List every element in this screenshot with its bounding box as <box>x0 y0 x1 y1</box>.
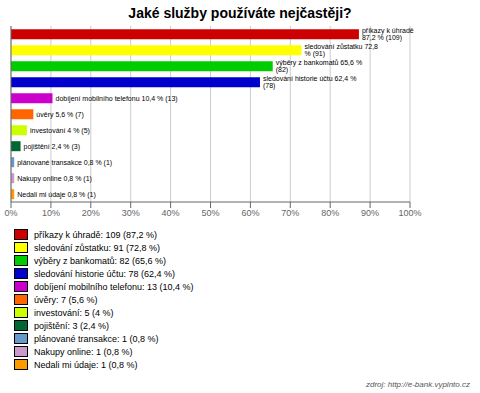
html-text:dobíjení mobilního telefonu: 1: dobíjení mobilního telefonu: 13 (10,4 %) <box>34 281 194 292</box>
svg-text:0%: 0% <box>8 208 18 218</box>
html-text:Jaké služby používáte nejčastě: Jaké služby používáte nejčastěji? <box>128 5 352 21</box>
svg-text:70%: 70% <box>281 208 299 218</box>
svg-text:60%: 60% <box>241 208 259 218</box>
svg-text:30%: 30% <box>122 208 140 218</box>
html-text:Nedali mi údaje: 1 (0,8 %): Nedali mi údaje: 1 (0,8 %) <box>34 359 138 370</box>
svg-text:80%: 80% <box>321 208 339 218</box>
html-text:zdroj: http://e-bank.vyplnto.c: zdroj: http://e-bank.vyplnto.cz <box>365 380 470 389</box>
html-text:pojištění: 3 (2,4 %): pojištění: 3 (2,4 %) <box>34 320 109 331</box>
svg-text:sledování zůstatku 72,8% (91): sledování zůstatku 72,8% (91) <box>304 43 378 58</box>
svg-text:sledování historie účtu 62,4 %: sledování historie účtu 62,4 %(78) <box>263 75 356 90</box>
html-text:sledování historie účtu: 78 (6: sledování historie účtu: 78 (62,4 %) <box>34 268 176 279</box>
svg-text:investování 4 % (5): investování 4 % (5) <box>30 127 90 135</box>
html-text:výběry z bankomatů: 82 (65,6 %: výběry z bankomatů: 82 (65,6 %) <box>34 255 167 266</box>
svg-text:50%: 50% <box>201 208 219 218</box>
html-text:sledování zůstatku: 91 (72,8 %: sledování zůstatku: 91 (72,8 %) <box>34 242 161 253</box>
svg-text:90%: 90% <box>361 208 379 218</box>
svg-text:úvěry 5,6 % (7): úvěry 5,6 % (7) <box>36 111 83 119</box>
svg-text:výběry z bankomatů 65,6 %(82): výběry z bankomatů 65,6 %(82) <box>276 59 362 74</box>
svg-text:100%: 100% <box>398 208 421 218</box>
svg-text:dobíjení mobilního telefonu 10: dobíjení mobilního telefonu 10,4 % (13) <box>55 95 177 103</box>
html-text:plánované transakce: 1 (0,8 %): plánované transakce: 1 (0,8 %) <box>34 333 159 344</box>
svg-text:20%: 20% <box>82 208 100 218</box>
html-text:úvěry: 7 (5,6 %): úvěry: 7 (5,6 %) <box>34 294 98 305</box>
html-text:Nakupy online: 1 (0,8 %): Nakupy online: 1 (0,8 %) <box>34 346 133 357</box>
svg-text:příkazy k úhradě87,2 % (109): příkazy k úhradě87,2 % (109) <box>362 27 414 42</box>
svg-text:pojištění 2,4 % (3): pojištění 2,4 % (3) <box>24 143 80 151</box>
svg-text:Nakupy online 0,8 % (1): Nakupy online 0,8 % (1) <box>17 175 92 183</box>
html-text:příkazy k úhradě: 109 (87,2 %): příkazy k úhradě: 109 (87,2 %) <box>34 229 158 240</box>
svg-text:Nedali mi údaje 0,8 % (1): Nedali mi údaje 0,8 % (1) <box>17 191 96 199</box>
html-text:investování: 5 (4 %): investování: 5 (4 %) <box>34 307 114 318</box>
svg-text:40%: 40% <box>162 208 180 218</box>
svg-text:10%: 10% <box>42 208 60 218</box>
svg-text:plánované transakce 0,8 % (1): plánované transakce 0,8 % (1) <box>17 159 112 167</box>
